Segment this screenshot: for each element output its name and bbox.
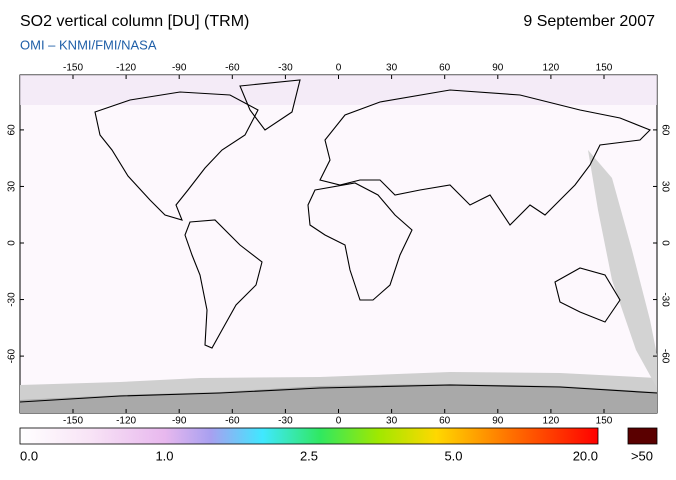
lat-tick-label: -30	[7, 292, 18, 307]
lon-tick-label: 150	[596, 416, 613, 427]
colorbar: >50	[19, 427, 658, 463]
lat-tick-label: 30	[659, 181, 670, 193]
lat-tick-label: 60	[7, 124, 18, 136]
lon-tick-label: 120	[543, 416, 560, 427]
australia	[554, 267, 621, 323]
lon-tick-label: 150	[596, 63, 613, 74]
lon-tick-label: 30	[386, 63, 398, 74]
south-america	[184, 219, 263, 349]
colorbar-label: 1.0	[155, 448, 173, 463]
lon-tick-label: -60	[225, 63, 240, 74]
lon-tick-label: -60	[225, 416, 240, 427]
lon-tick-label: -150	[63, 416, 83, 427]
lon-tick-label: 90	[492, 416, 504, 427]
antarctic-coast	[19, 384, 658, 403]
subtitle: OMI – KNMI/FMI/NASA	[20, 37, 157, 52]
lon-tick-label: 60	[439, 416, 451, 427]
lon-tick-label: -30	[278, 63, 293, 74]
colorbar-label: 2.5	[300, 448, 318, 463]
lon-tick-label: 120	[543, 63, 560, 74]
lon-tick-label: -120	[116, 63, 136, 74]
greenland	[239, 79, 301, 131]
lon-tick-label: 0	[336, 63, 342, 74]
lon-tick-label: -120	[116, 416, 136, 427]
eurasia	[319, 89, 651, 226]
date: 9 September 2007	[523, 13, 655, 30]
colorbar-label: 5.0	[444, 448, 462, 463]
lat-tick-label: 0	[7, 240, 18, 246]
lon-tick-label: -90	[172, 63, 187, 74]
lat-tick-label: 30	[7, 180, 18, 192]
lon-tick-label: 60	[439, 63, 451, 74]
lon-tick-label: -150	[63, 63, 83, 74]
lon-tick-label: 90	[492, 63, 504, 74]
lon-tick-label: -90	[172, 416, 187, 427]
antarctica	[20, 384, 657, 413]
north-america	[94, 91, 259, 221]
title: SO2 vertical column [DU] (TRM)	[20, 13, 249, 30]
colorbar-label: 0.0	[20, 448, 38, 463]
colorbar-scale	[19, 427, 599, 445]
lat-tick-label: -60	[659, 349, 670, 364]
lon-tick-label: 0	[336, 416, 342, 427]
no-data-swath	[588, 150, 657, 388]
lon-tick-label: -30	[278, 416, 293, 427]
map-frame	[19, 74, 658, 414]
map	[19, 74, 658, 414]
arctic-band	[20, 75, 657, 105]
overflow-box	[627, 427, 658, 445]
colorbar-label: 20.0	[573, 448, 598, 463]
lat-tick-label: 60	[659, 124, 670, 136]
lon-tick-label: 30	[386, 416, 398, 427]
lat-tick-label: 0	[659, 240, 670, 246]
lat-tick-label: -30	[659, 292, 670, 307]
overflow-label: >50	[631, 448, 653, 463]
africa	[307, 182, 413, 301]
lat-tick-label: -60	[7, 348, 18, 363]
